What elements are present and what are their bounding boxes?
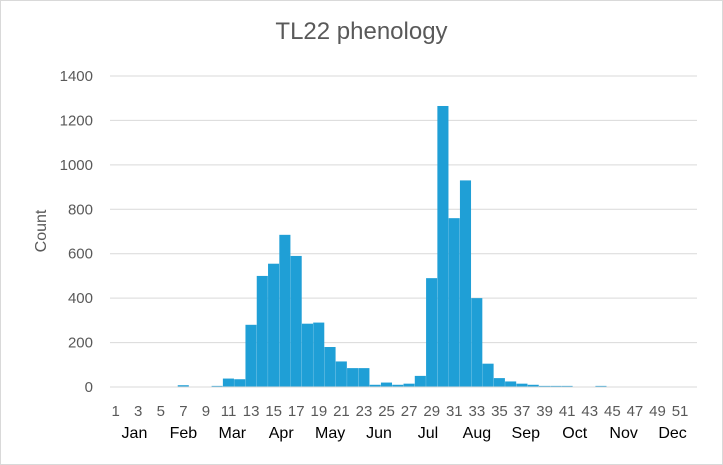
bar bbox=[550, 385, 562, 387]
x-tick-label: 45 bbox=[604, 403, 621, 420]
bar bbox=[392, 384, 404, 387]
bar bbox=[256, 275, 268, 387]
month-label: Aug bbox=[463, 425, 491, 442]
x-tick-label: 7 bbox=[179, 403, 187, 420]
month-label: Apr bbox=[269, 425, 295, 442]
bar bbox=[561, 385, 573, 387]
bar bbox=[538, 385, 551, 387]
month-label: Jul bbox=[418, 425, 438, 442]
month-label: Nov bbox=[609, 425, 637, 442]
y-tick-label: 600 bbox=[68, 246, 93, 263]
month-label: Jan bbox=[122, 425, 148, 442]
y-axis-title: Count bbox=[33, 209, 50, 252]
x-tick-label: 35 bbox=[491, 403, 508, 420]
x-tick-label: 13 bbox=[243, 403, 260, 420]
x-tick-label: 5 bbox=[157, 403, 165, 420]
x-tick-label: 43 bbox=[581, 403, 598, 420]
bar bbox=[482, 363, 494, 387]
bar bbox=[347, 368, 359, 387]
y-tick-label: 200 bbox=[68, 335, 93, 352]
bar bbox=[527, 384, 539, 387]
bar bbox=[493, 378, 505, 387]
month-label: Sep bbox=[512, 425, 541, 442]
x-tick-label: 37 bbox=[514, 403, 531, 420]
x-tick-label: 15 bbox=[265, 403, 282, 420]
x-tick-label: 23 bbox=[356, 403, 373, 420]
bar bbox=[437, 105, 449, 388]
x-tick-label: 11 bbox=[221, 403, 237, 420]
bar bbox=[595, 385, 607, 387]
bar bbox=[471, 298, 483, 387]
bar bbox=[301, 323, 313, 387]
bar bbox=[380, 382, 393, 387]
month-label: Dec bbox=[658, 425, 686, 442]
y-tick-label: 1000 bbox=[60, 157, 93, 174]
bar bbox=[234, 379, 246, 387]
y-tick-label: 800 bbox=[68, 201, 93, 218]
y-tick-label: 0 bbox=[85, 379, 93, 396]
x-tick-label: 41 bbox=[559, 403, 576, 420]
bar bbox=[358, 368, 370, 387]
x-tick-label: 51 bbox=[672, 403, 689, 420]
bar bbox=[290, 255, 302, 387]
x-tick-label: 47 bbox=[627, 403, 644, 420]
bar bbox=[313, 322, 325, 387]
bar bbox=[403, 383, 415, 387]
x-tick-label: 25 bbox=[378, 403, 395, 420]
x-tick-label: 29 bbox=[423, 403, 440, 420]
month-label: Mar bbox=[219, 425, 247, 442]
bar bbox=[448, 218, 460, 387]
x-tick-label: 39 bbox=[536, 403, 553, 420]
x-tick-label: 1 bbox=[111, 403, 119, 420]
bar bbox=[426, 278, 438, 387]
month-label: Feb bbox=[170, 425, 198, 442]
x-tick-label: 3 bbox=[134, 403, 142, 420]
x-tick-label: 21 bbox=[333, 403, 350, 420]
x-tick-label: 49 bbox=[649, 403, 666, 420]
x-tick-label: 31 bbox=[446, 403, 463, 420]
x-tick-label: 19 bbox=[310, 403, 327, 420]
bar bbox=[505, 381, 517, 387]
x-tick-label: 9 bbox=[202, 403, 210, 420]
month-label: Jun bbox=[366, 425, 392, 442]
bar bbox=[222, 378, 234, 387]
month-label: Oct bbox=[562, 425, 587, 442]
bar bbox=[516, 383, 528, 387]
bar bbox=[324, 347, 336, 387]
month-label: May bbox=[315, 425, 345, 442]
bar bbox=[268, 263, 280, 387]
bar bbox=[177, 385, 189, 387]
y-tick-label: 1200 bbox=[60, 112, 93, 129]
x-tick-label: 17 bbox=[288, 403, 305, 420]
y-tick-label: 400 bbox=[68, 290, 93, 307]
bars bbox=[177, 105, 607, 388]
gridlines bbox=[110, 75, 697, 344]
x-tick-label: 27 bbox=[401, 403, 418, 420]
bar bbox=[369, 384, 381, 387]
bar bbox=[414, 375, 426, 387]
bar bbox=[245, 324, 257, 387]
bar bbox=[279, 234, 291, 387]
x-tick-label: 33 bbox=[469, 403, 486, 420]
bar bbox=[335, 361, 347, 387]
bar bbox=[211, 385, 223, 387]
chart-title: TL22 phenology bbox=[275, 18, 448, 45]
y-tick-label: 1400 bbox=[60, 68, 93, 85]
bar bbox=[459, 180, 472, 387]
